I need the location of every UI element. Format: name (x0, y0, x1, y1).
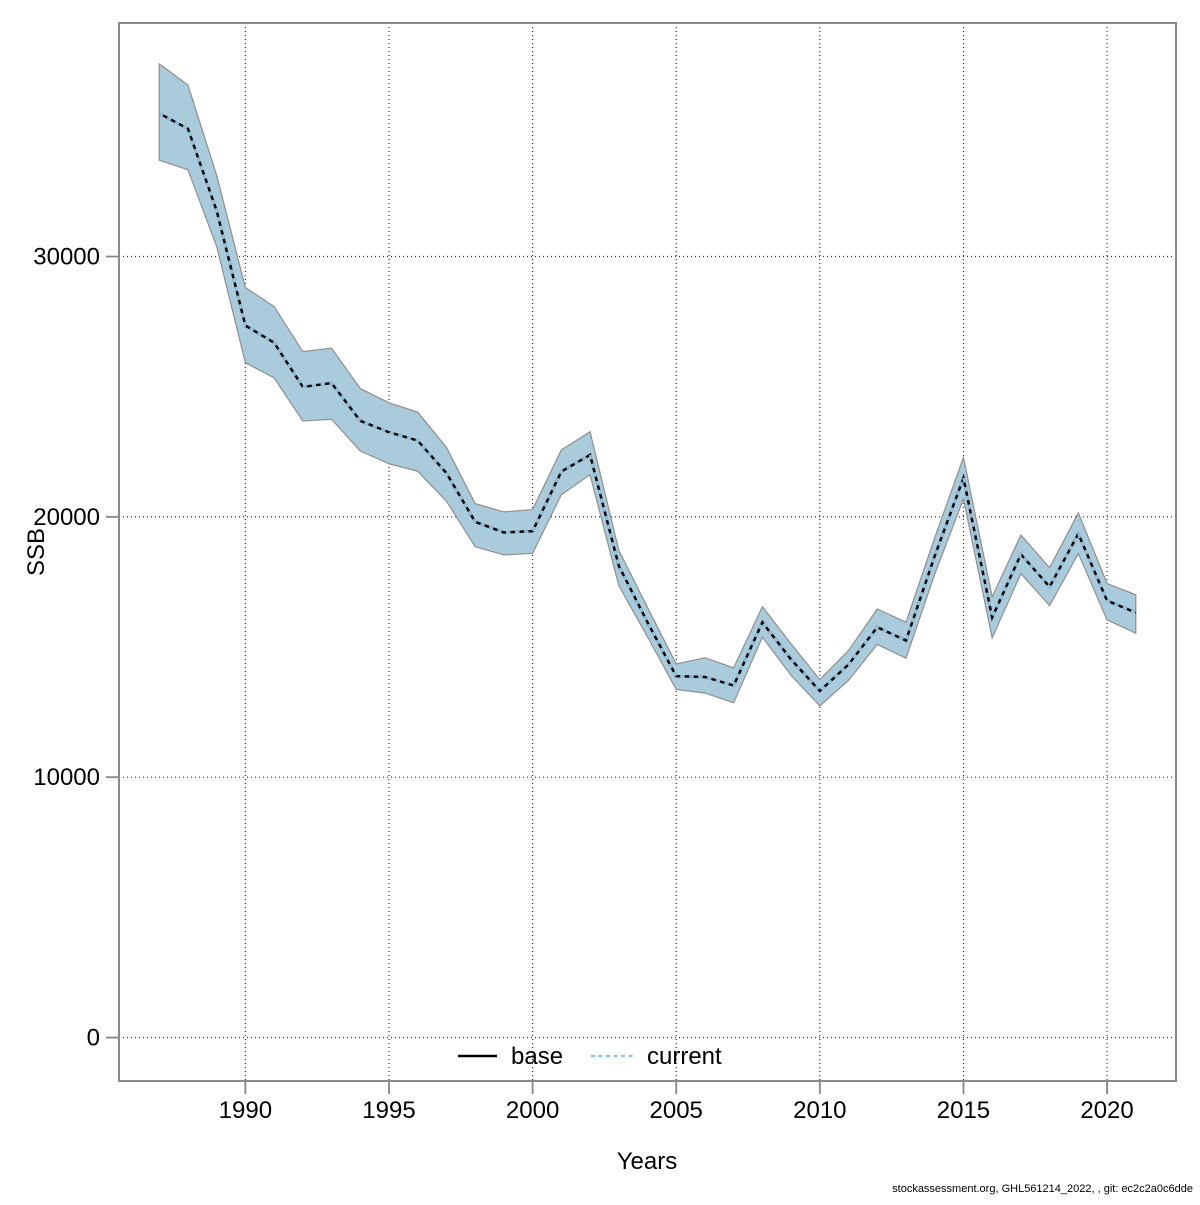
x-tick-label: 2000 (506, 1097, 559, 1124)
x-tick-label: 2020 (1080, 1097, 1133, 1124)
x-tick-label: 2010 (793, 1097, 846, 1124)
footer-note: stockassessment.org, GHL561214_2022, , g… (892, 1183, 1193, 1195)
y-tick-label: 0 (87, 1025, 100, 1052)
legend-base-label: base (511, 1043, 563, 1070)
x-tick-label: 2005 (650, 1097, 703, 1124)
confidence-band (158, 62, 1137, 707)
plot-frame (118, 22, 1177, 1082)
x-axis-title: Years (617, 1148, 678, 1175)
current-line (158, 112, 1137, 693)
x-tick-label: 1995 (362, 1097, 415, 1124)
y-tick-label: 20000 (33, 504, 100, 531)
legend-current-label: current (647, 1043, 722, 1070)
y-axis-title: SSB (23, 528, 50, 576)
y-tick-label: 30000 (33, 244, 100, 271)
x-tick-label: 1990 (219, 1097, 272, 1124)
x-tick-label: 2015 (937, 1097, 990, 1124)
y-tick-label: 10000 (33, 764, 100, 791)
